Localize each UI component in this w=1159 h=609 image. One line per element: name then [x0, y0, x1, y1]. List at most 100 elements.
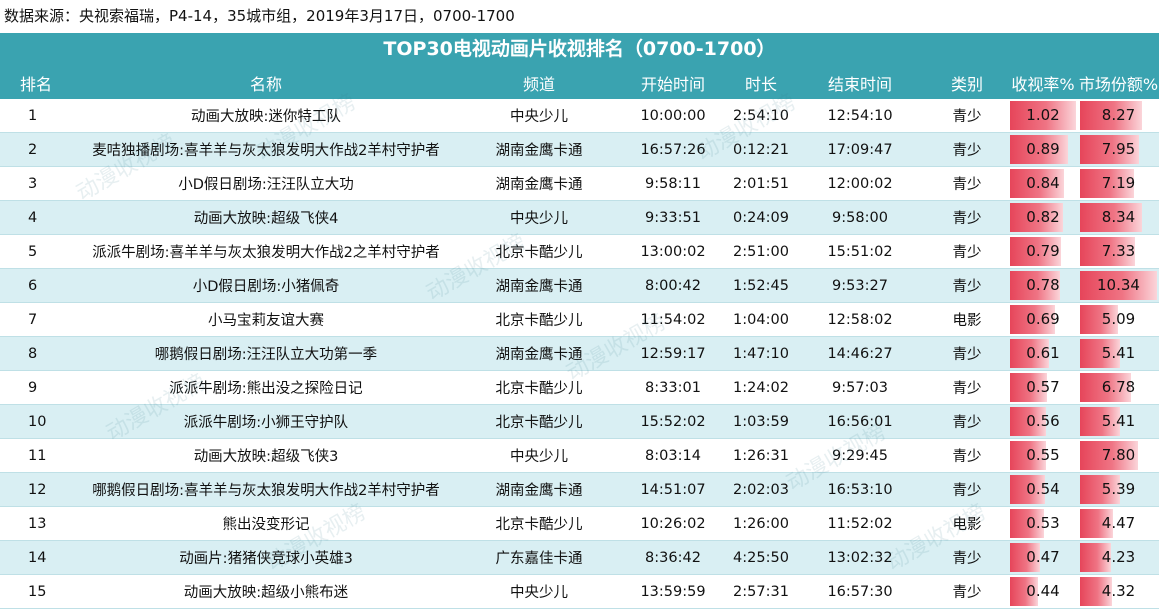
end-time-cell: 16:57:30	[794, 574, 926, 609]
col-header-rating: 收视率%	[1008, 66, 1078, 99]
end-time-cell: 11:52:02	[794, 506, 926, 541]
source-note: 数据来源：央视索福瑞，P4-14，35城市组，2019年3月17日，0700-1…	[4, 7, 515, 25]
program-name-cell: 哪鹅假日剧场:喜羊羊与灰太狼发明大作战2羊村守护者	[72, 472, 460, 507]
end-time-cell: 16:56:01	[794, 404, 926, 439]
duration-cell: 1:52:45	[728, 268, 794, 303]
share-value: 6.78	[1101, 378, 1136, 396]
rating-value: 1.02	[1026, 106, 1060, 124]
duration-cell: 4:25:50	[728, 540, 794, 575]
rank-cell: 8	[0, 336, 72, 371]
program-name-cell: 派派牛剧场:小狮王守护队	[72, 404, 460, 439]
rating-value: 0.82	[1026, 208, 1060, 226]
rating-data-bar	[1010, 169, 1065, 198]
end-time-cell: 9:57:03	[794, 370, 926, 405]
share-value: 8.27	[1101, 106, 1136, 124]
share-data-bar	[1080, 169, 1134, 198]
category-cell: 青少	[926, 132, 1008, 167]
rank-cell: 12	[0, 472, 72, 507]
share-value: 7.33	[1101, 242, 1136, 260]
share-cell: 5.41	[1078, 336, 1159, 371]
rating-data-bar	[1010, 339, 1050, 368]
rating-cell: 0.53	[1008, 506, 1078, 541]
table-row: 14 动画片:猪猪侠竞球小英雄3 广东嘉佳卡通 8:36:42 4:25:50 13:02…	[0, 540, 1159, 575]
table-row: 7 小马宝莉友谊大赛 北京卡酷少儿 11:54:02 1:04:00 12:58:02 电影…	[0, 302, 1159, 337]
rating-cell: 0.44	[1008, 574, 1078, 609]
table-row: 4 动画大放映:超级飞侠4 中央少儿 9:33:51 0:24:09 9:58:00 青少 0…	[0, 200, 1159, 235]
start-time-cell: 10:26:02	[618, 506, 728, 541]
duration-cell: 1:26:31	[728, 438, 794, 473]
start-time-cell: 14:51:07	[618, 472, 728, 507]
duration-cell: 1:47:10	[728, 336, 794, 371]
table-row: 2 麦咭独播剧场:喜羊羊与灰太狼发明大作战2羊村守护者 湖南金鹰卡通 16:57:26…	[0, 132, 1159, 167]
rating-value: 0.61	[1026, 344, 1060, 362]
table-row: 6 小D假日剧场:小猪佩奇 湖南金鹰卡通 8:00:42 1:52:45 9:53:27 青…	[0, 268, 1159, 303]
channel-cell: 湖南金鹰卡通	[460, 268, 618, 303]
share-cell: 8.27	[1078, 99, 1159, 133]
rating-value: 0.44	[1026, 582, 1060, 600]
channel-cell: 湖南金鹰卡通	[460, 472, 618, 507]
share-data-bar	[1080, 203, 1143, 232]
share-data-bar	[1080, 101, 1142, 130]
rank-cell: 2	[0, 132, 72, 167]
end-time-cell: 12:54:10	[794, 99, 926, 133]
share-cell: 5.39	[1078, 472, 1159, 507]
share-value: 7.80	[1101, 446, 1136, 464]
rating-value: 0.55	[1026, 446, 1060, 464]
share-data-bar	[1080, 339, 1121, 368]
category-cell: 青少	[926, 200, 1008, 235]
channel-cell: 中央少儿	[460, 574, 618, 609]
program-name-cell: 小马宝莉友谊大赛	[72, 302, 460, 337]
category-cell: 青少	[926, 472, 1008, 507]
rank-cell: 14	[0, 540, 72, 575]
start-time-cell: 9:33:51	[618, 200, 728, 235]
share-value: 5.41	[1101, 412, 1136, 430]
end-time-cell: 14:46:27	[794, 336, 926, 371]
end-time-cell: 13:02:32	[794, 540, 926, 575]
share-value: 8.34	[1101, 208, 1136, 226]
rating-cell: 0.84	[1008, 166, 1078, 201]
table-row: 13 熊出没变形记 北京卡酷少儿 10:26:02 1:26:00 11:52:02 电影 0…	[0, 506, 1159, 541]
start-time-cell: 13:00:02	[618, 234, 728, 269]
share-cell: 7.95	[1078, 132, 1159, 167]
rating-value: 0.53	[1026, 514, 1060, 532]
rating-data-bar	[1010, 373, 1047, 402]
start-time-cell: 9:58:11	[618, 166, 728, 201]
rating-cell: 0.61	[1008, 336, 1078, 371]
share-cell: 6.78	[1078, 370, 1159, 405]
share-cell: 7.80	[1078, 438, 1159, 473]
col-header-category: 类别	[926, 66, 1008, 99]
col-header-name: 名称	[72, 66, 460, 99]
share-cell: 7.19	[1078, 166, 1159, 201]
duration-cell: 1:03:59	[728, 404, 794, 439]
rating-cell: 0.78	[1008, 268, 1078, 303]
rank-cell: 5	[0, 234, 72, 269]
share-value: 7.95	[1101, 140, 1136, 158]
rank-cell: 6	[0, 268, 72, 303]
start-time-cell: 15:52:02	[618, 404, 728, 439]
share-value: 5.39	[1101, 480, 1136, 498]
duration-cell: 2:51:00	[728, 234, 794, 269]
rating-data-bar	[1010, 441, 1046, 470]
program-name-cell: 小D假日剧场:小猪佩奇	[72, 268, 460, 303]
category-cell: 青少	[926, 166, 1008, 201]
rank-cell: 4	[0, 200, 72, 235]
rank-cell: 9	[0, 370, 72, 405]
rating-data-bar	[1010, 305, 1055, 334]
share-value: 4.32	[1101, 582, 1136, 600]
share-cell: 4.32	[1078, 574, 1159, 609]
rating-data-bar	[1010, 509, 1045, 538]
rating-value: 0.79	[1026, 242, 1060, 260]
header-row: 排名 名称 频道 开始时间 时长 结束时间 类别 收视率% 市场份额%	[0, 66, 1159, 99]
channel-cell: 北京卡酷少儿	[460, 404, 618, 439]
program-name-cell: 动画大放映:超级飞侠3	[72, 438, 460, 473]
share-data-bar	[1080, 509, 1114, 538]
rating-cell: 0.55	[1008, 438, 1078, 473]
category-cell: 青少	[926, 268, 1008, 303]
start-time-cell: 8:33:01	[618, 370, 728, 405]
rating-value: 0.57	[1026, 378, 1060, 396]
program-name-cell: 哪鹅假日剧场:汪汪队立大功第一季	[72, 336, 460, 371]
duration-cell: 1:04:00	[728, 302, 794, 337]
rating-value: 0.69	[1026, 310, 1060, 328]
category-cell: 青少	[926, 404, 1008, 439]
start-time-cell: 8:03:14	[618, 438, 728, 473]
